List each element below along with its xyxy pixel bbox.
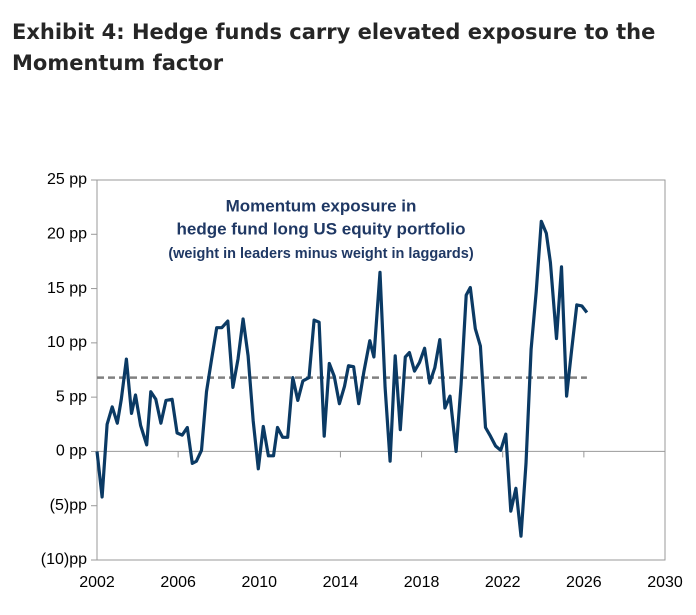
x-tick-label: 2022 (485, 574, 521, 591)
annotation: hedge fund long US equity portfolio (177, 219, 466, 238)
data-line (95, 219, 589, 538)
x-tick-label: 2006 (160, 574, 196, 591)
y-tick-label: 5 pp (56, 388, 87, 405)
x-tick-label: 2030 (647, 574, 683, 591)
x-tick-label: 2010 (241, 574, 277, 591)
plot-frame (96, 179, 666, 561)
annotation: Momentum exposure in (226, 196, 417, 215)
y-tick-label: 0 pp (56, 443, 87, 460)
y-tick-label: (5)pp (50, 497, 87, 514)
annotation: (weight in leaders minus weight in lagga… (168, 246, 474, 262)
x-tick-label: 2014 (323, 574, 359, 591)
y-tick-label: 15 pp (47, 280, 87, 297)
y-tick-label: 10 pp (47, 334, 87, 351)
x-tick-label: 2018 (404, 574, 440, 591)
x-tick-label: 2002 (79, 574, 115, 591)
y-tick-label: (10)pp (41, 551, 87, 568)
chart-title: Exhibit 4: Hedge funds carry elevated ex… (12, 20, 655, 44)
y-tick-label: 20 pp (47, 226, 87, 243)
chart-title: Momentum factor (12, 51, 224, 75)
y-tick-label: 25 pp (47, 171, 87, 188)
x-tick-label: 2026 (566, 574, 602, 591)
